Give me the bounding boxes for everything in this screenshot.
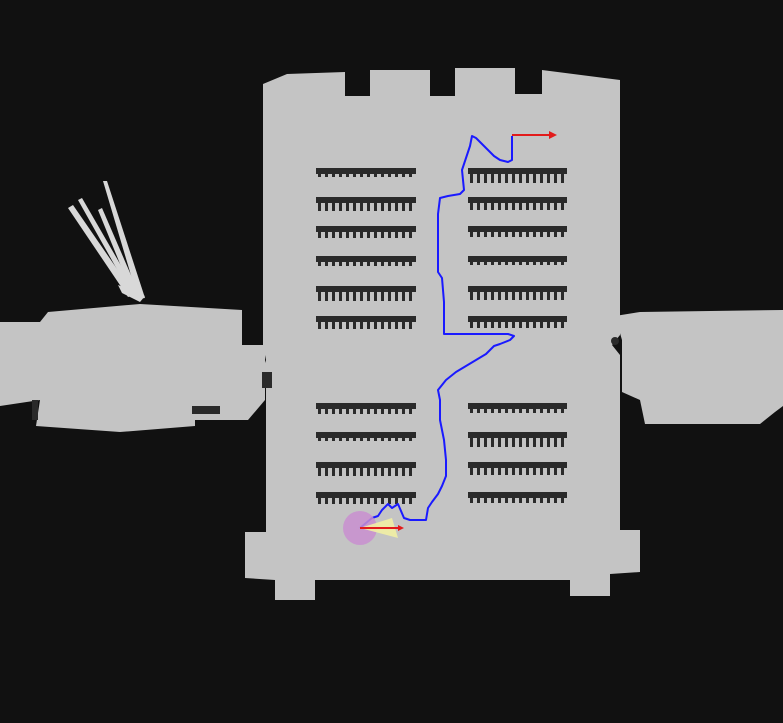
shelf-row (468, 316, 567, 328)
shelf-row (468, 403, 567, 413)
goal-arrow-icon (512, 131, 557, 139)
main-room-free-space (245, 68, 640, 600)
shelf-row (468, 256, 567, 265)
shelf-row (468, 432, 567, 447)
shelf-row (468, 168, 567, 183)
shelf-row (316, 492, 416, 504)
shelf-row (316, 197, 416, 211)
shelf-row (316, 286, 416, 301)
shelf-rows-layer (316, 168, 567, 504)
wall-details (32, 337, 619, 420)
left-room-free-space (0, 304, 265, 432)
shelf-row (316, 226, 416, 238)
shelf-row (316, 168, 416, 177)
shelf-row (316, 403, 416, 414)
shelf-row (316, 256, 416, 266)
right-room-free-space (615, 310, 783, 424)
shelf-row (468, 492, 567, 503)
shelf-row (468, 197, 567, 210)
robot-footprint-icon (343, 511, 404, 545)
shelf-row (316, 462, 416, 476)
shelf-row (316, 432, 416, 441)
shelf-row (316, 316, 416, 329)
planned-path (359, 135, 515, 529)
laser-rays (68, 181, 145, 302)
shelf-row (468, 462, 567, 475)
shelf-row (468, 226, 567, 237)
shelf-row (468, 286, 567, 300)
